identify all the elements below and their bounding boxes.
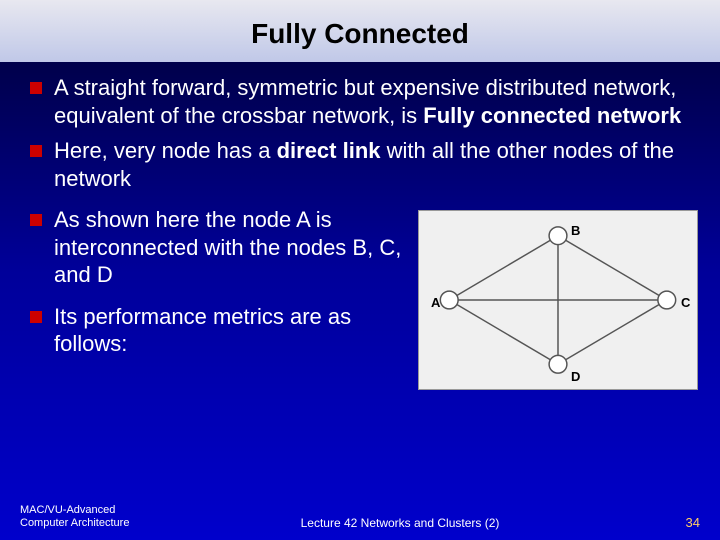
footer: MAC/VU-Advanced Computer Architecture Le… [0,504,720,530]
bullet-icon [30,82,42,94]
bullet-1-text: A straight forward, symmetric but expens… [54,74,690,129]
bullet-2-text: Here, very node has a direct link with a… [54,137,690,192]
bullet-3: As shown here the node A is interconnect… [30,206,406,289]
footer-page-number: 34 [640,515,700,530]
b1-bold: Fully connected network [423,103,681,128]
network-diagram: A B C D [418,210,698,390]
slide-title: Fully Connected [0,0,720,62]
bullet-4-text: Its performance metrics are as follows: [54,303,406,358]
bullet-1: A straight forward, symmetric but expens… [30,74,690,129]
bullet-icon [30,145,42,157]
bullet-4: Its performance metrics are as follows: [30,303,406,358]
b2-pre: Here, very node has a [54,138,277,163]
node-label-a: A [431,295,440,310]
b2-bold: direct link [277,138,381,163]
bullet-2: Here, very node has a direct link with a… [30,137,690,192]
content-area: A straight forward, symmetric but expens… [0,62,720,390]
node-label-c: C [681,295,690,310]
node-label-b: B [571,223,580,238]
footer-center: Lecture 42 Networks and Clusters (2) [160,516,640,530]
diagram-svg [419,211,697,389]
bullet-icon [30,311,42,323]
node-label-d: D [571,369,580,384]
footer-left: MAC/VU-Advanced Computer Architecture [20,504,160,530]
bullet-icon [30,214,42,226]
bullet-3-text: As shown here the node A is interconnect… [54,206,406,289]
